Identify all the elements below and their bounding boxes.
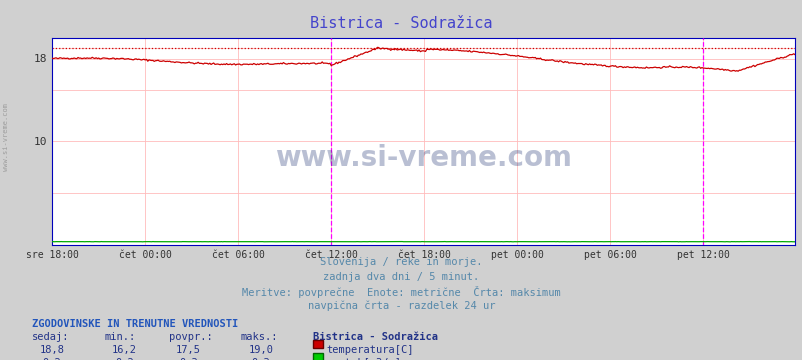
Text: 0,2: 0,2: [115, 358, 134, 360]
Text: pretok[m3/s]: pretok[m3/s]: [326, 358, 400, 360]
Text: www.si-vreme.com: www.si-vreme.com: [275, 144, 571, 172]
Text: 16,2: 16,2: [111, 345, 137, 355]
Text: 0,2: 0,2: [43, 358, 62, 360]
Text: 0,3: 0,3: [179, 358, 198, 360]
Text: Slovenija / reke in morje.: Slovenija / reke in morje.: [320, 257, 482, 267]
Text: 18,8: 18,8: [39, 345, 65, 355]
Text: 19,0: 19,0: [248, 345, 273, 355]
Text: min.:: min.:: [104, 332, 136, 342]
Text: sedaj:: sedaj:: [32, 332, 70, 342]
Text: ZGODOVINSKE IN TRENUTNE VREDNOSTI: ZGODOVINSKE IN TRENUTNE VREDNOSTI: [32, 319, 238, 329]
Text: maks.:: maks.:: [241, 332, 278, 342]
Text: 0,3: 0,3: [251, 358, 270, 360]
Text: Meritve: povprečne  Enote: metrične  Črta: maksimum: Meritve: povprečne Enote: metrične Črta:…: [242, 286, 560, 298]
Text: zadnja dva dni / 5 minut.: zadnja dva dni / 5 minut.: [323, 272, 479, 282]
Text: 17,5: 17,5: [176, 345, 201, 355]
Text: Bistrica - Sodražica: Bistrica - Sodražica: [310, 16, 492, 31]
Text: povpr.:: povpr.:: [168, 332, 212, 342]
Text: temperatura[C]: temperatura[C]: [326, 345, 413, 355]
Text: navpična črta - razdelek 24 ur: navpična črta - razdelek 24 ur: [307, 301, 495, 311]
Text: Bistrica - Sodražica: Bistrica - Sodražica: [313, 332, 438, 342]
Text: www.si-vreme.com: www.si-vreme.com: [3, 103, 10, 171]
